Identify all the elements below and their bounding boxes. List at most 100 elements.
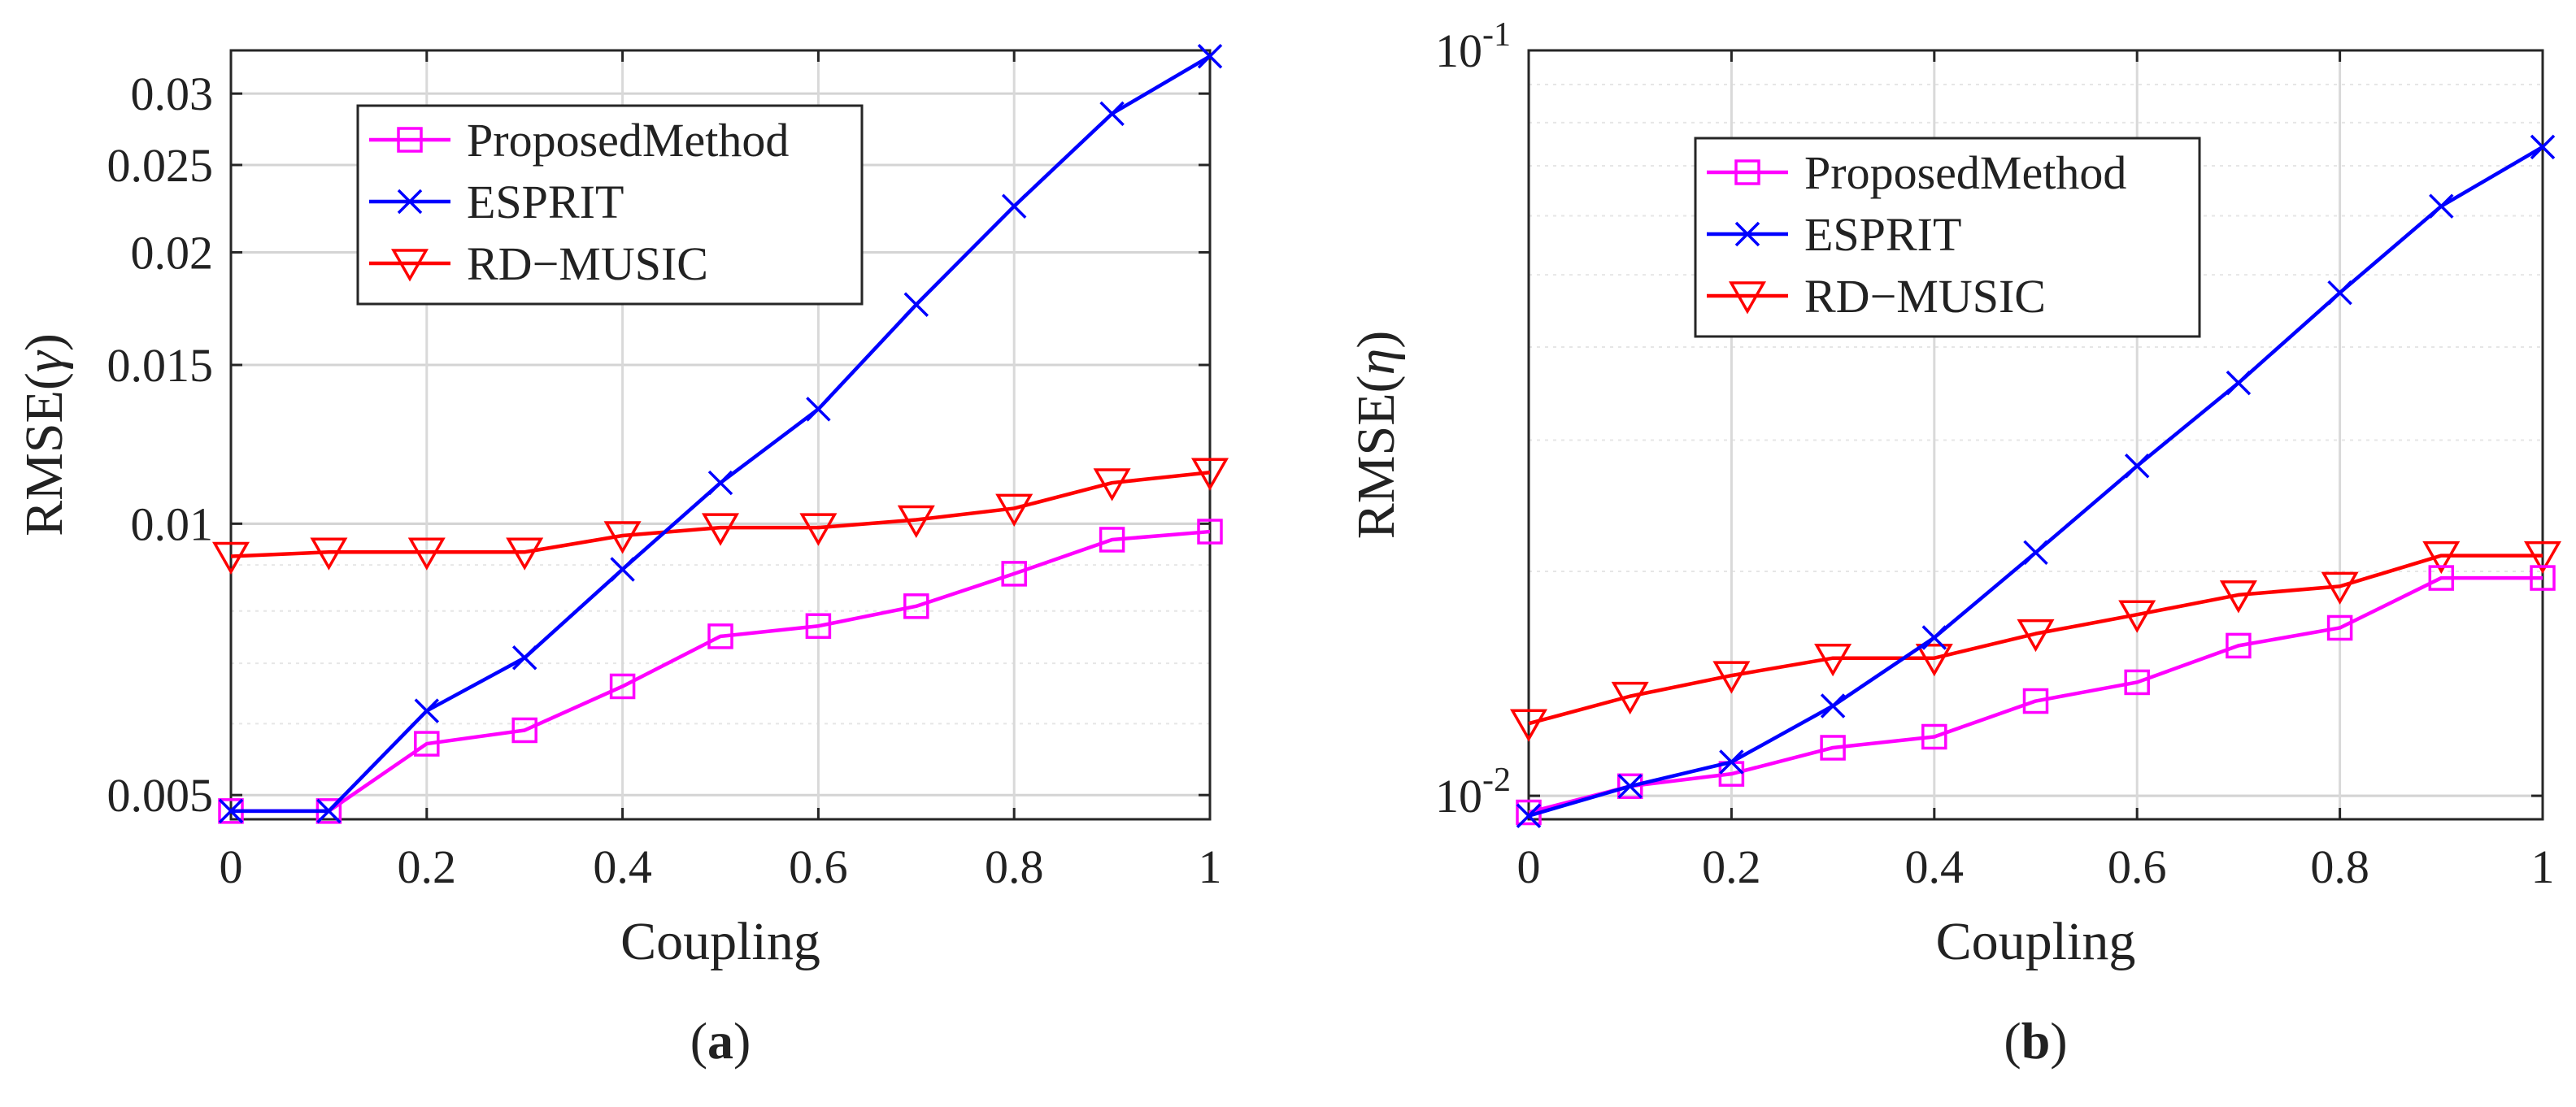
- x-tick-label: 0.2: [1702, 840, 1761, 893]
- panel-caption-close: ): [733, 1012, 751, 1070]
- legend-item: RD−MUSIC: [369, 237, 708, 290]
- data-point: [707, 623, 733, 649]
- data-point: [2124, 454, 2150, 479]
- data-point: [2530, 134, 2556, 160]
- data-point: [2023, 540, 2048, 566]
- panel-caption-letter: b: [2021, 1012, 2051, 1070]
- x-tick-label: 0.8: [985, 840, 1044, 893]
- legend-item: RD−MUSIC: [1707, 270, 2046, 323]
- x-tick-label: 0: [1517, 840, 1541, 893]
- data-point: [1099, 527, 1125, 553]
- data-point: [414, 731, 440, 757]
- data-point: [1617, 774, 1643, 799]
- data-point: [1921, 723, 1947, 750]
- y-tick-label: 0.01: [131, 497, 214, 550]
- series-rd-music: [211, 458, 1229, 575]
- data-point: [2226, 370, 2252, 396]
- data-point: [1611, 681, 1649, 715]
- data-point: [511, 645, 537, 671]
- data-point: [1719, 749, 1744, 775]
- panel-caption-letter: a: [707, 1012, 733, 1070]
- data-point: [2327, 280, 2352, 306]
- legend-label: RD−MUSIC: [1804, 270, 2046, 323]
- x-tick-label: 0.4: [593, 840, 652, 893]
- data-point: [1001, 561, 1027, 587]
- data-point: [1516, 803, 1542, 828]
- y-axis-label-prefix: RMSE(: [15, 372, 74, 536]
- y-tick-label-exponent: -1: [1482, 16, 1511, 54]
- data-point: [2523, 540, 2562, 575]
- series-rd-music: [1509, 540, 2562, 742]
- legend-label: ProposedMethod: [467, 114, 789, 167]
- y-tick-label: 10-2: [1435, 762, 1511, 823]
- legend-item: ProposedMethod: [1707, 146, 2126, 199]
- data-point: [1190, 458, 1229, 491]
- data-point: [609, 673, 636, 700]
- data-point: [414, 698, 440, 723]
- data-point: [805, 613, 832, 639]
- data-point: [1509, 709, 1548, 742]
- axes-box: [229, 49, 1212, 821]
- panel-caption: (a): [690, 1012, 751, 1070]
- data-point: [2428, 565, 2455, 591]
- data-point: [1617, 773, 1643, 800]
- data-point: [995, 493, 1033, 527]
- x-tick-label: 1: [2531, 840, 2555, 893]
- x-axis-label: Coupling: [620, 912, 820, 971]
- data-point: [707, 470, 733, 496]
- data-point: [1712, 661, 1751, 694]
- legend-swatch-marker: [1728, 281, 1767, 315]
- data-point: [1814, 643, 1852, 677]
- data-point: [2321, 571, 2359, 605]
- data-point: [2422, 540, 2461, 575]
- data-point: [610, 557, 635, 582]
- data-point: [211, 541, 250, 575]
- data-point: [897, 505, 935, 539]
- series-line: [1528, 575, 2543, 814]
- data-point: [310, 537, 348, 571]
- chart-panel-b: 0 0.2 0.4 0.6 0.8 110-210-1CouplingRMSE(η)Pro…: [1347, 16, 2562, 1070]
- data-point: [506, 537, 544, 571]
- data-point: [603, 521, 642, 554]
- data-point: [701, 513, 740, 546]
- data-point: [316, 798, 342, 824]
- data-point: [1915, 643, 1953, 677]
- panel-caption: (b): [2004, 1012, 2067, 1070]
- x-tick-label: 0.4: [1905, 840, 1965, 893]
- x-tick-label: 1: [1199, 840, 1222, 893]
- data-point: [2429, 193, 2454, 219]
- y-tick-label: 10-1: [1435, 16, 1511, 77]
- chart-panel-a: 0 0.2 0.4 0.6 0.8 1 0.005 0.01 0.015 0.02 0.025 0.0…: [15, 44, 1229, 1070]
- legend-item: ESPRIT: [369, 176, 624, 228]
- legend-item: ProposedMethod: [369, 114, 789, 167]
- data-point: [2124, 669, 2150, 696]
- series-line: [230, 470, 1211, 558]
- data-point: [2017, 619, 2055, 653]
- series-esprit: [1516, 134, 2556, 828]
- x-tick-label: 0: [220, 840, 243, 893]
- data-point: [1001, 193, 1027, 219]
- legend-item: ESPRIT: [1707, 208, 1961, 261]
- data-point: [218, 798, 244, 824]
- panel-caption-open: (: [690, 1012, 707, 1070]
- y-tick-label-base: 10: [1435, 24, 1482, 77]
- series-esprit: [218, 44, 1223, 824]
- data-point: [799, 513, 838, 546]
- y-tick-label: 0.025: [107, 139, 214, 192]
- y-tick-label: 0.005: [107, 769, 214, 822]
- y-axis-label-symbol: γ: [15, 349, 74, 372]
- y-tick-label: 0.03: [131, 67, 214, 120]
- y-tick-label: 0.015: [107, 339, 214, 392]
- legend-swatch-marker: [397, 127, 423, 153]
- data-point: [407, 537, 446, 571]
- legend-label: ProposedMethod: [1804, 146, 2126, 199]
- legend: ProposedMethod ESPRIT RD−MUSIC: [1694, 137, 2201, 338]
- data-point: [511, 717, 537, 744]
- y-axis-label-prefix: RMSE(: [1347, 376, 1406, 540]
- y-axis-label: RMSE(γ): [15, 333, 74, 536]
- legend-swatch-marker: [390, 249, 429, 282]
- y-tick-label-exponent: -2: [1482, 762, 1511, 799]
- data-point: [2118, 600, 2156, 633]
